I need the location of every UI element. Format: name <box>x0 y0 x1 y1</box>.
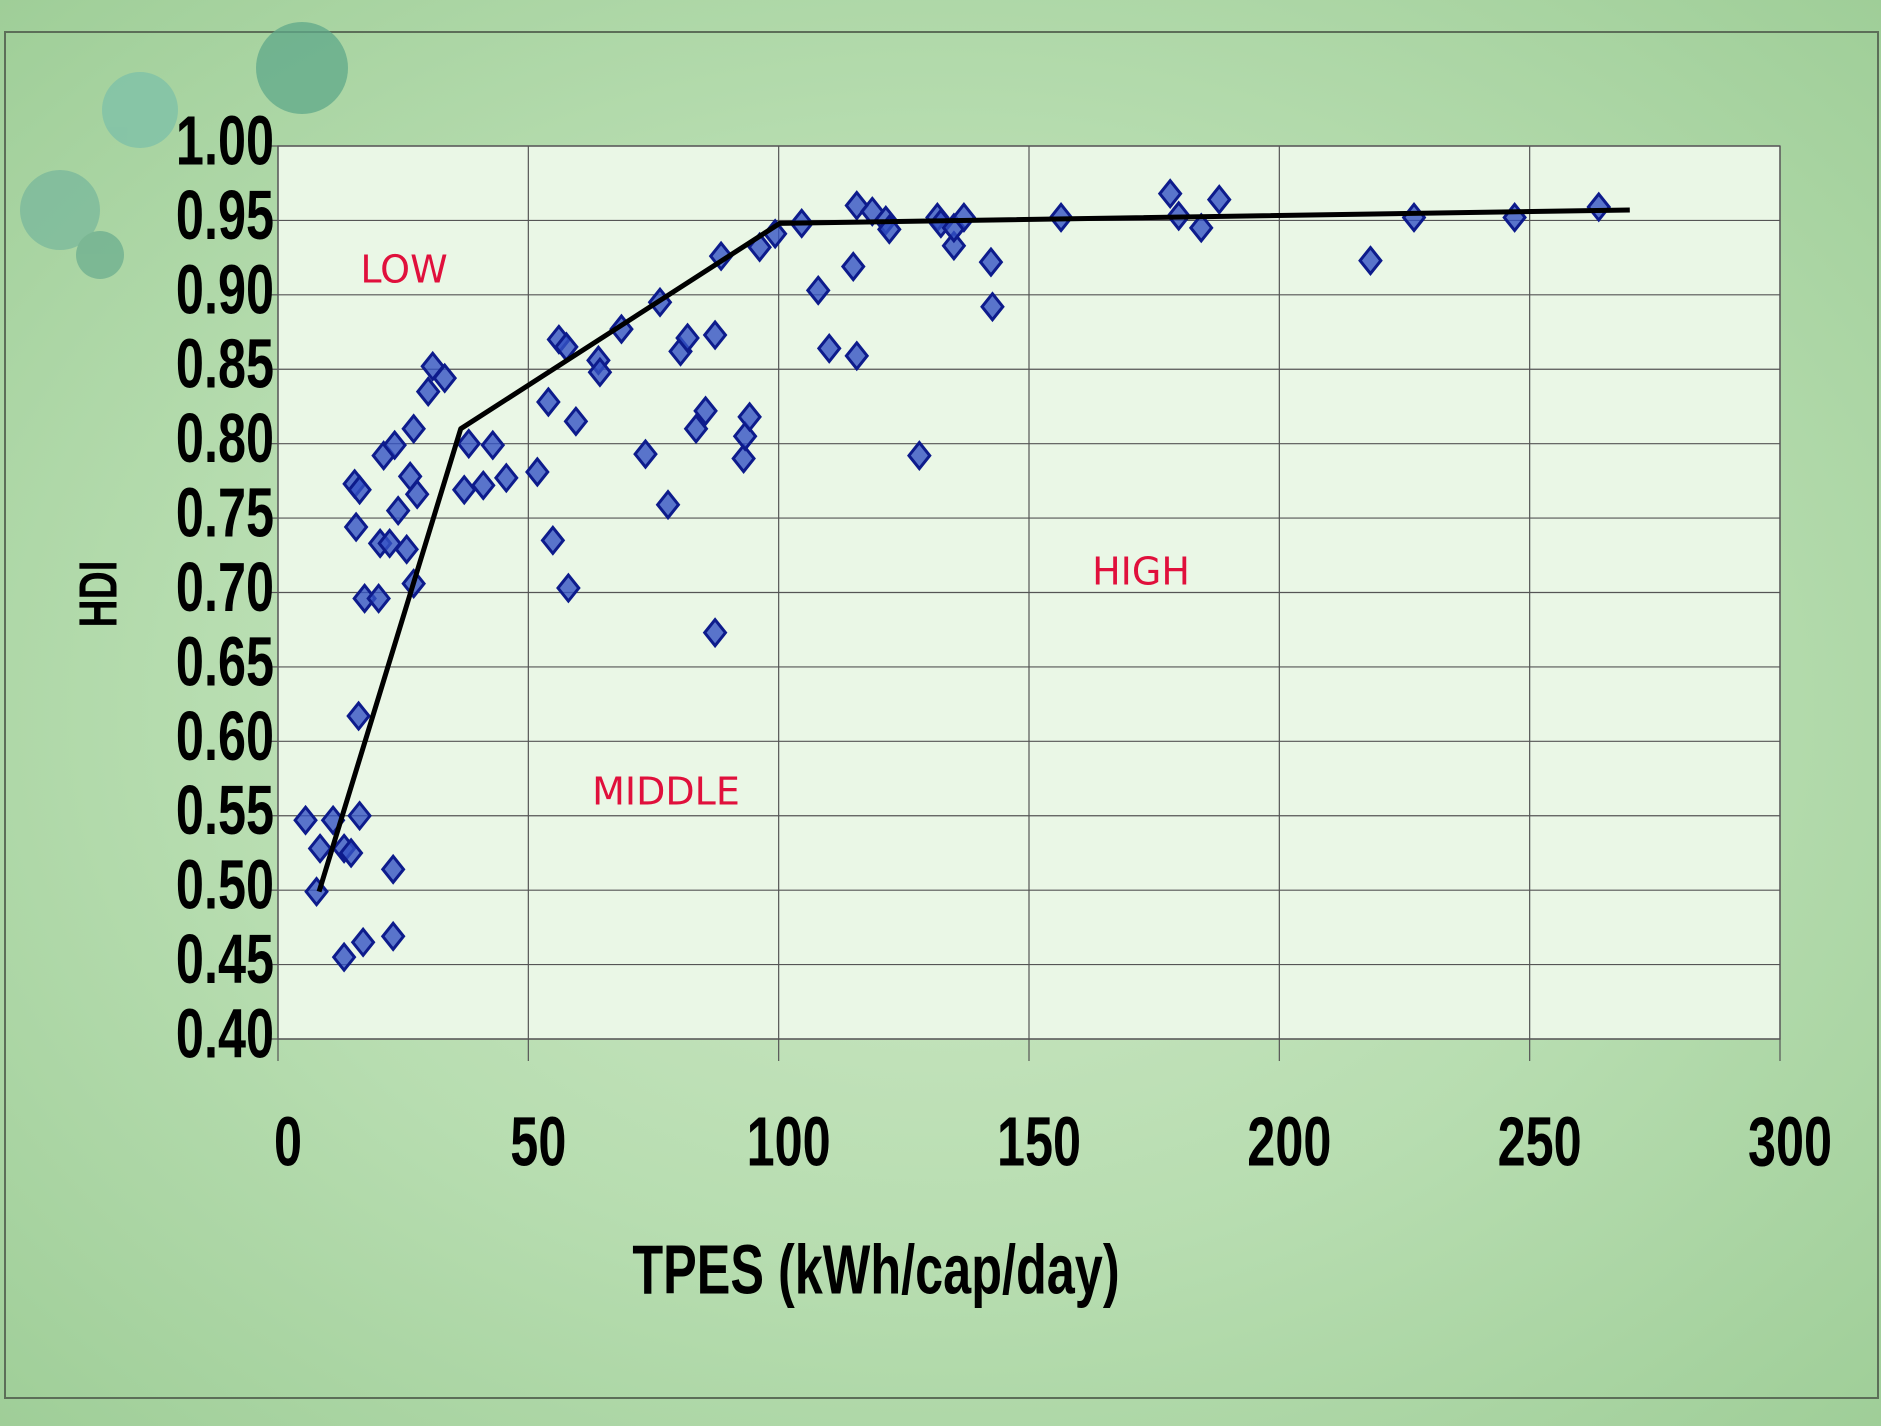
data-point <box>470 469 496 501</box>
data-point <box>1157 178 1183 210</box>
data-point <box>307 833 333 864</box>
data-point <box>683 413 709 445</box>
data-point <box>382 429 407 461</box>
y-tick-label: 0.60 <box>176 697 274 775</box>
y-tick-label: 0.85 <box>176 325 274 403</box>
data-point <box>840 251 866 282</box>
data-point <box>347 800 372 832</box>
data-point <box>737 401 762 433</box>
y-tick-label: 0.95 <box>176 176 274 254</box>
data-point <box>480 429 506 461</box>
y-tick-label: 0.80 <box>176 399 274 477</box>
data-point <box>951 202 977 233</box>
data-point <box>540 525 566 556</box>
data-point <box>1188 212 1214 244</box>
x-tick-label: 250 <box>1498 1102 1582 1180</box>
data-point <box>432 362 458 394</box>
y-tick-label: 0.90 <box>176 250 274 328</box>
x-tick-label: 0 <box>274 1102 302 1180</box>
data-point <box>377 527 402 559</box>
y-tick-label: 0.65 <box>176 622 274 700</box>
data-point <box>1206 184 1232 215</box>
y-axis-label: HDI <box>67 561 128 628</box>
y-tick-label: 0.40 <box>176 994 274 1072</box>
data-point <box>1358 245 1383 277</box>
data-point <box>456 428 482 460</box>
data-point <box>536 386 561 418</box>
data-point <box>338 837 364 869</box>
data-point <box>816 333 842 364</box>
data-point <box>907 440 932 471</box>
data-point <box>394 533 419 565</box>
y-tick-label: 0.55 <box>176 771 274 849</box>
data-point <box>633 438 658 470</box>
data-point <box>366 583 391 614</box>
data-point <box>556 572 581 604</box>
data-point <box>978 246 1004 278</box>
data-point <box>493 462 519 494</box>
x-tick-label: 300 <box>1748 1102 1832 1180</box>
y-tick-label: 0.45 <box>176 920 274 998</box>
data-point <box>731 443 756 474</box>
data-point <box>343 511 369 543</box>
y-tick-label: 0.70 <box>176 548 274 626</box>
annotation: MIDDLE <box>592 770 740 814</box>
data-point <box>397 461 423 492</box>
data-point <box>331 941 357 973</box>
data-point <box>693 395 718 427</box>
data-point <box>563 405 589 437</box>
data-point <box>346 700 371 732</box>
data-point <box>380 853 406 885</box>
y-tick-label: 0.50 <box>176 846 274 924</box>
data-point <box>385 495 411 527</box>
data-point <box>350 926 376 958</box>
data-point <box>980 291 1005 323</box>
data-point <box>941 230 967 262</box>
globe-decor <box>20 22 348 279</box>
data-point <box>805 274 831 306</box>
data-point <box>347 474 372 506</box>
x-tick-label: 200 <box>1247 1102 1331 1180</box>
data-point <box>415 376 441 407</box>
y-tick-label: 1.00 <box>176 101 274 179</box>
data-point <box>401 413 427 445</box>
data-point <box>844 340 870 372</box>
x-axis-label: TPES (kWh/cap/day) <box>632 1230 1119 1308</box>
data-point <box>732 420 758 452</box>
x-tick-label: 150 <box>997 1102 1081 1180</box>
data-point <box>702 617 728 649</box>
trend-line <box>316 207 1630 893</box>
frame <box>4 31 1879 1399</box>
data-point <box>587 356 613 388</box>
data-point <box>675 322 700 354</box>
annotation: HIGH <box>1092 550 1190 594</box>
y-tick-label: 0.75 <box>176 473 274 551</box>
data-point <box>844 190 870 221</box>
data-point <box>525 456 550 488</box>
data-point <box>702 319 728 351</box>
data-point <box>380 920 406 952</box>
annotation: LOW <box>360 248 447 292</box>
data-point <box>1586 191 1612 223</box>
x-tick-label: 100 <box>747 1102 831 1180</box>
data-point <box>293 804 318 836</box>
data-point <box>655 489 681 521</box>
data-point <box>708 240 734 272</box>
x-tick-label: 50 <box>510 1102 566 1180</box>
